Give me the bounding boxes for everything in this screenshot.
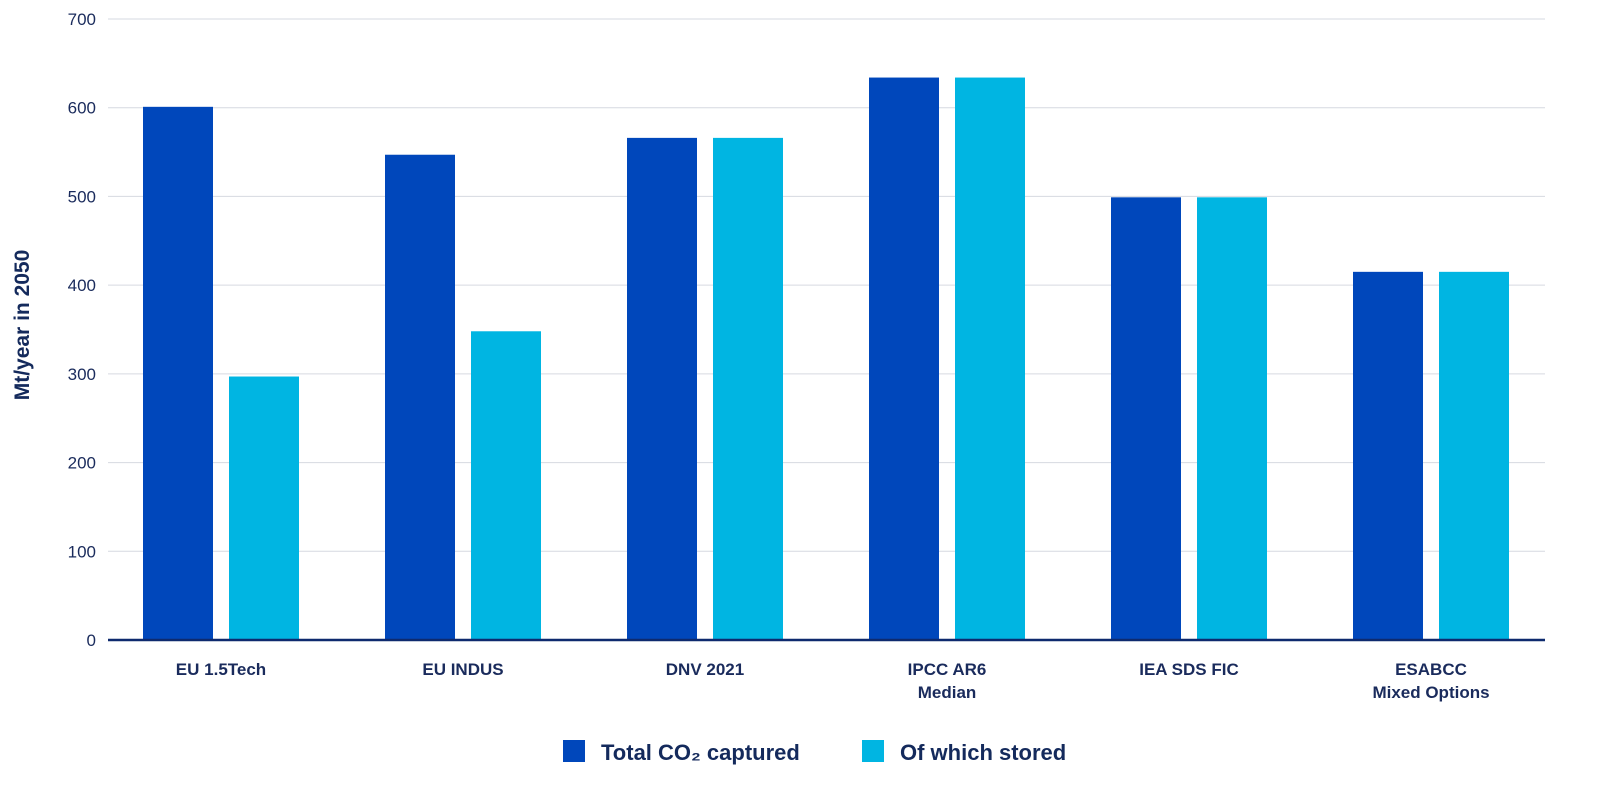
bar-series2-cat6 bbox=[1439, 271, 1509, 640]
legend-label-1: Total CO₂ captured bbox=[601, 740, 800, 765]
y-tick-label-400: 400 bbox=[68, 276, 96, 295]
legend-swatch-2 bbox=[862, 740, 884, 762]
y-axis-title: Mt/year in 2050 bbox=[11, 250, 34, 401]
y-tick-label-200: 200 bbox=[68, 454, 96, 473]
bar-series1-cat4 bbox=[869, 77, 939, 640]
bar-series2-cat2 bbox=[471, 331, 541, 640]
y-tick-label-300: 300 bbox=[68, 365, 96, 384]
x-category-label-6: ESABCC Mixed Options bbox=[1372, 660, 1489, 702]
bar-series1-cat6 bbox=[1353, 271, 1423, 640]
bar-series2-cat1 bbox=[229, 376, 299, 640]
y-tick-label-700: 700 bbox=[68, 10, 96, 29]
y-tick-label-100: 100 bbox=[68, 542, 96, 561]
y-tick-label-600: 600 bbox=[68, 99, 96, 118]
x-category-label-1: EU 1.5Tech bbox=[176, 660, 266, 679]
legend-swatch-1 bbox=[563, 740, 585, 762]
x-category-labels: EU 1.5Tech EU INDUS DNV 2021 IPCC AR6 Median… bbox=[176, 660, 1490, 702]
y-tick-label-0: 0 bbox=[87, 631, 96, 650]
x-category-label-3: DNV 2021 bbox=[666, 660, 744, 679]
gridlines bbox=[108, 18, 1545, 552]
bar-series2-cat4 bbox=[955, 77, 1025, 640]
bar-series1-cat3 bbox=[627, 137, 697, 640]
bars bbox=[143, 77, 1509, 641]
bar-series2-cat3 bbox=[713, 137, 783, 640]
x-category-label-4: IPCC AR6 Median bbox=[908, 660, 987, 702]
y-tick-label-500: 500 bbox=[68, 187, 96, 206]
legend: Total CO₂ captured Of which stored bbox=[563, 740, 1066, 765]
bar-series1-cat2 bbox=[385, 154, 455, 641]
legend-label-2: Of which stored bbox=[900, 740, 1066, 765]
y-tick-labels: 0 100 200 300 400 500 600 700 bbox=[68, 10, 96, 650]
x-category-label-5: IEA SDS FIC bbox=[1139, 660, 1239, 679]
bar-series1-cat5 bbox=[1111, 197, 1181, 640]
x-category-label-2: EU INDUS bbox=[422, 660, 503, 679]
bar-series2-cat5 bbox=[1197, 197, 1267, 640]
bar-series1-cat1 bbox=[143, 106, 213, 640]
